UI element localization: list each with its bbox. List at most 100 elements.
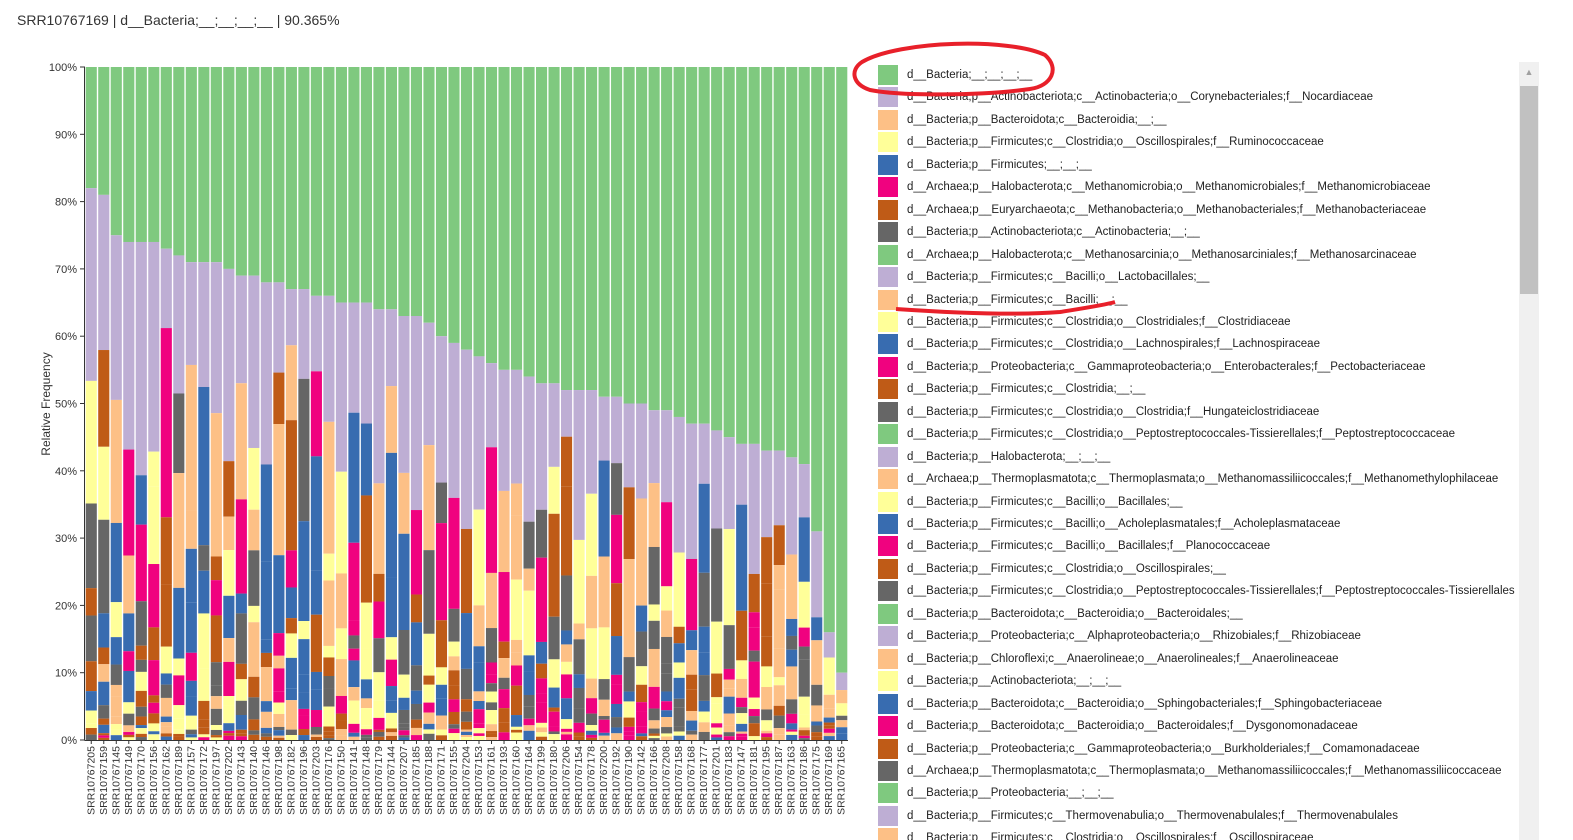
bar-segment [410,316,423,511]
x-tick-label: SRR10767193 [498,746,510,815]
legend-item[interactable]: d__Archaea;p__Thermoplasmatota;c__Thermo… [878,760,1501,781]
bar-segment [148,734,160,740]
legend-item[interactable]: d__Bacteria;p__Proteobacteria;c__Alphapr… [878,626,1361,647]
legend-item[interactable]: d__Archaea;p__Halobacterota;c__Methanosa… [878,244,1417,265]
bar-segment [473,728,485,734]
bar-segment [248,447,260,510]
legend-item[interactable]: d__Bacteria;p__Firmicutes;c__Clostridia;… [878,401,1319,422]
legend-item[interactable]: d__Bacteria;p__Firmicutes;c__Bacilli;o__… [878,491,1183,512]
bar-segment [248,550,260,606]
legend-label: d__Bacteria;p__Proteobacteria;__;__;__ [907,787,1114,800]
bar-segment [123,241,135,450]
bar-segment [586,678,598,699]
bar-segment [598,679,610,700]
bar-segment [510,639,523,653]
bar-segment [323,580,335,646]
legend-item[interactable]: d__Bacteria;p__Actinobacteriota;__;__;__ [878,671,1121,692]
scroll-thumb[interactable] [1520,86,1538,294]
bar-segment [323,738,335,740]
legend-item[interactable]: d__Bacteria;p__Firmicutes;c__Bacilli;o__… [878,536,1270,557]
y-tick-label: 40% [55,466,77,478]
bar-segment [636,666,648,685]
bar-segment [98,350,110,447]
bar-segment [248,697,260,720]
bar-segment [360,302,372,424]
bar-segment [110,235,122,400]
legend-item[interactable]: d__Archaea;p__Halobacterota;c__Methanomi… [878,177,1431,198]
legend-item[interactable]: d__Bacteria;p__Bacteroidota;c__Bacteroid… [878,109,1167,130]
bar-segment [661,691,673,702]
bar-segment [323,688,335,707]
legend-item[interactable]: d__Archaea;p__Thermoplasmatota;c__Thermo… [878,469,1498,490]
legend-item[interactable]: d__Bacteria;p__Bacteroidota;c__Bacteroid… [878,716,1358,737]
bar-segment [586,730,598,735]
bar-segment [135,728,147,734]
legend-item[interactable]: d__Bacteria;p__Halobacterota;__;__;__ [878,446,1110,467]
bar-segment [836,715,848,721]
bar-segment [661,502,673,587]
bar-segment [198,613,210,669]
legend-item[interactable]: d__Archaea;p__Euryarchaeota;c__Methanoba… [878,199,1426,220]
legend-item[interactable]: d__Bacteria;p__Proteobacteria;c__Gammapr… [878,738,1420,759]
bar-segment [811,721,823,726]
bar-segment [148,702,160,714]
bar-segment [523,67,535,377]
legend-item[interactable]: d__Bacteria;p__Firmicutes;c__Clostridia;… [878,558,1226,579]
bar-segment [360,648,372,680]
legend-item[interactable]: d__Bacteria;p__Chloroflexi;c__Anaeroline… [878,648,1339,669]
bar-segment [435,482,448,524]
legend-item[interactable]: d__Bacteria;p__Proteobacteria;c__Gammapr… [878,356,1425,377]
bar-segment [523,376,535,522]
bar-segment [348,635,360,649]
bar-segment [448,699,460,712]
bar-segment [398,316,410,473]
legend-item[interactable]: d__Bacteria;p__Bacteroidota;c__Bacteroid… [878,693,1382,714]
bar-segment [686,720,698,731]
bar-segment [360,423,372,496]
legend-item[interactable]: d__Bacteria;p__Firmicutes;c__Clostridia;… [878,334,1320,355]
legend-item[interactable]: d__Bacteria;p__Actinobacteriota;c__Actin… [878,87,1373,108]
bar-segment [98,718,110,725]
bar-segment [435,620,448,668]
bar-segment [135,67,147,242]
bar-segment [498,708,510,723]
legend-item[interactable]: d__Bacteria;p__Firmicutes;c__Bacilli;__;… [878,289,1128,310]
legend-item[interactable]: d__Bacteria;p__Firmicutes;c__Clostridia;… [878,828,1314,840]
bar-segment [173,736,185,740]
legend-item[interactable]: d__Bacteria;p__Proteobacteria;__;__;__ [878,783,1114,804]
bar-segment [210,685,222,697]
legend-item[interactable]: d__Bacteria;p__Firmicutes;c__Bacilli;o__… [878,514,1340,534]
scroll-up-arrow-icon[interactable]: ▲ [1524,67,1534,77]
legend-item[interactable]: d__Bacteria;p__Firmicutes;c__Clostridia;… [878,581,1515,602]
legend-item[interactable]: d__Bacteria;p__Actinobacteriota;c__Actin… [878,222,1200,243]
bar-segment [135,601,147,646]
legend-item[interactable]: d__Bacteria;p__Firmicutes;__;__;__ [878,154,1092,175]
bar-segment [335,729,347,736]
bar-segment [673,552,685,627]
bar-segment [548,711,560,727]
bar-segment [773,648,785,678]
bar-segment [761,720,773,731]
bar-segment [123,737,135,740]
legend-swatch [878,671,898,692]
bar-segment [173,718,185,730]
x-tick-label: SRR10767172 [198,746,210,815]
legend-item[interactable]: d__Bacteria;p__Bacteroidota;c__Bacteroid… [878,603,1243,624]
x-tick-label: SRR10767158 [673,746,685,815]
legend-item[interactable]: d__Bacteria;p__Firmicutes;c__Clostridia;… [878,132,1324,153]
legend-item[interactable]: d__Bacteria;p__Firmicutes;c__Thermovenab… [878,805,1398,826]
legend-item[interactable]: d__Bacteria;p__Firmicutes;c__Clostridia;… [878,424,1455,445]
bar-segment [123,555,135,614]
legend-item[interactable]: d__Bacteria;__;__;__;__ [878,65,1032,85]
bar-segment [686,689,698,711]
legend-item[interactable]: d__Bacteria;p__Firmicutes;c__Clostridia;… [878,379,1145,400]
bar-segment [98,737,110,740]
bar-segment [385,309,398,387]
bar-segment [110,684,122,697]
bar-segment [85,503,97,589]
bar-segment [498,658,510,678]
bar-segment [535,383,548,510]
legend-item[interactable]: d__Bacteria;p__Firmicutes;c__Clostridia;… [878,311,1291,332]
legend-scrollbar[interactable]: ▲ [1519,62,1539,840]
legend-item[interactable]: d__Bacteria;p__Firmicutes;c__Bacilli;o__… [878,267,1209,288]
